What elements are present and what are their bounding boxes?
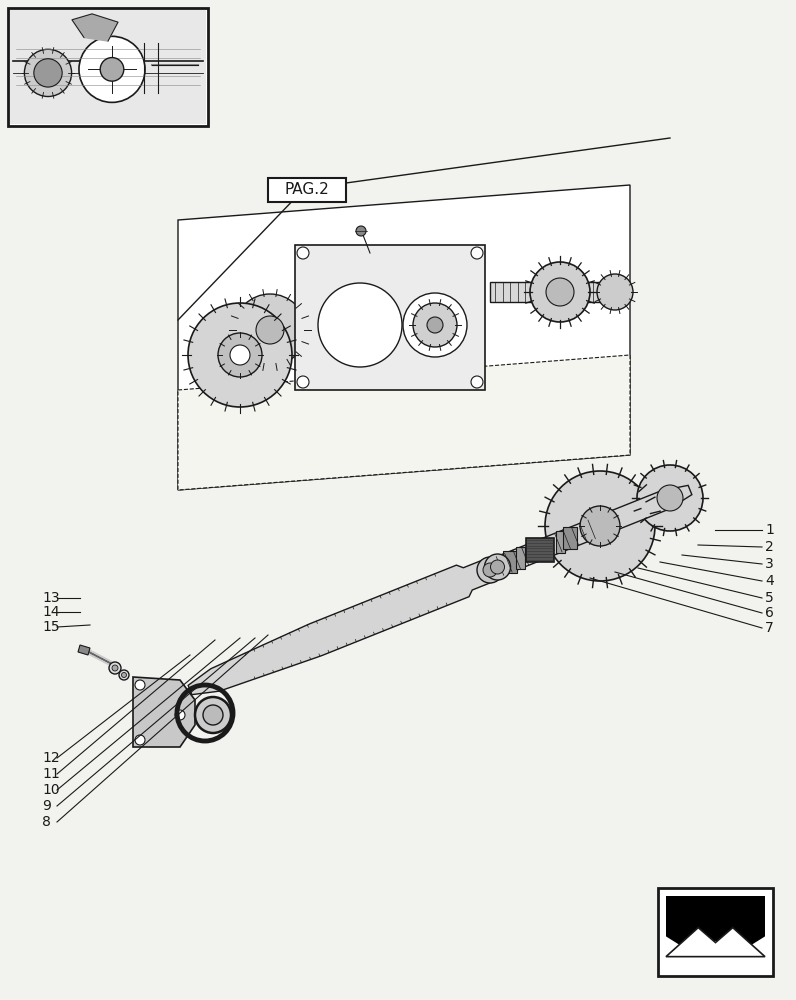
Circle shape bbox=[34, 59, 62, 87]
Circle shape bbox=[403, 293, 467, 357]
Polygon shape bbox=[133, 677, 195, 747]
Circle shape bbox=[297, 376, 309, 388]
Circle shape bbox=[297, 247, 309, 259]
Polygon shape bbox=[178, 185, 630, 490]
Polygon shape bbox=[666, 896, 765, 957]
Bar bbox=[268, 178, 346, 202]
Bar bbox=[526, 538, 554, 562]
Text: 5: 5 bbox=[765, 591, 774, 605]
Text: 6: 6 bbox=[765, 606, 774, 620]
Circle shape bbox=[597, 274, 633, 310]
Circle shape bbox=[175, 710, 185, 720]
Bar bbox=[10, 10, 206, 124]
Circle shape bbox=[477, 557, 503, 583]
Circle shape bbox=[230, 345, 250, 365]
Polygon shape bbox=[666, 928, 765, 957]
Bar bbox=[516, 547, 525, 569]
Circle shape bbox=[485, 554, 510, 580]
Text: 11: 11 bbox=[42, 767, 60, 781]
Polygon shape bbox=[78, 645, 90, 655]
Circle shape bbox=[100, 58, 124, 81]
Circle shape bbox=[112, 665, 118, 671]
Circle shape bbox=[79, 36, 145, 102]
Text: 8: 8 bbox=[42, 815, 51, 829]
Circle shape bbox=[546, 278, 574, 306]
Circle shape bbox=[530, 262, 590, 322]
Circle shape bbox=[657, 485, 683, 511]
Text: 7: 7 bbox=[765, 621, 774, 635]
Circle shape bbox=[195, 697, 231, 733]
Bar bbox=[295, 245, 485, 390]
Circle shape bbox=[122, 672, 127, 678]
Circle shape bbox=[135, 680, 145, 690]
Circle shape bbox=[119, 670, 129, 680]
Circle shape bbox=[413, 303, 457, 347]
Text: 13: 13 bbox=[42, 591, 60, 605]
Circle shape bbox=[427, 317, 443, 333]
Circle shape bbox=[471, 247, 483, 259]
Circle shape bbox=[256, 316, 284, 344]
Circle shape bbox=[471, 376, 483, 388]
Circle shape bbox=[218, 333, 262, 377]
Circle shape bbox=[234, 294, 306, 366]
Text: 1: 1 bbox=[765, 523, 774, 537]
Text: 12: 12 bbox=[42, 751, 60, 765]
Circle shape bbox=[580, 506, 620, 546]
Circle shape bbox=[135, 735, 145, 745]
Text: 15: 15 bbox=[42, 620, 60, 634]
Text: 2: 2 bbox=[765, 540, 774, 554]
Polygon shape bbox=[72, 14, 118, 41]
Circle shape bbox=[637, 465, 703, 531]
Circle shape bbox=[490, 560, 505, 574]
Text: 3: 3 bbox=[765, 557, 774, 571]
Text: 10: 10 bbox=[42, 783, 60, 797]
Circle shape bbox=[318, 283, 402, 367]
Text: 9: 9 bbox=[42, 799, 51, 813]
Bar bbox=[503, 551, 517, 573]
Circle shape bbox=[483, 563, 497, 577]
Text: 14: 14 bbox=[42, 605, 60, 619]
Circle shape bbox=[188, 303, 292, 407]
Circle shape bbox=[356, 226, 366, 236]
Bar bbox=[658, 888, 773, 976]
Circle shape bbox=[109, 662, 121, 674]
Circle shape bbox=[545, 471, 655, 581]
Text: PAG.2: PAG.2 bbox=[285, 182, 330, 198]
Text: 4: 4 bbox=[765, 574, 774, 588]
Polygon shape bbox=[178, 355, 630, 490]
Bar bbox=[8, 8, 208, 126]
Polygon shape bbox=[188, 485, 692, 695]
Bar bbox=[556, 531, 564, 553]
Circle shape bbox=[25, 49, 72, 97]
Bar bbox=[490, 282, 625, 302]
Circle shape bbox=[203, 705, 223, 725]
Bar bbox=[563, 527, 577, 549]
